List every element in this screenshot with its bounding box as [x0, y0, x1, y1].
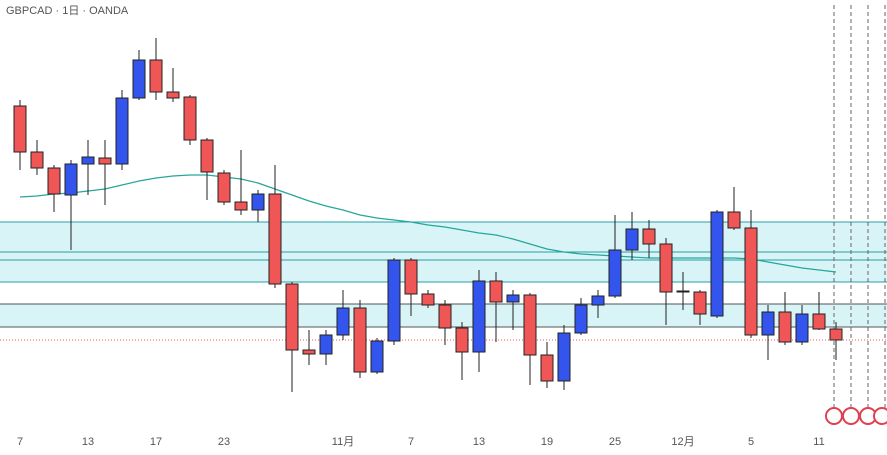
candle-body	[387, 259, 401, 342]
candle-body	[523, 294, 537, 356]
candle-body	[166, 91, 180, 99]
candle-body	[540, 354, 554, 382]
candle-body	[812, 313, 826, 330]
x-tick-label: 5	[748, 436, 754, 448]
candle-body	[98, 157, 112, 165]
candle-body	[489, 280, 503, 303]
candle-body	[200, 139, 214, 173]
candle-body	[132, 59, 146, 99]
candle-body	[183, 96, 197, 141]
candle-body	[710, 211, 724, 317]
candle-body	[268, 193, 282, 285]
candle-body	[472, 280, 486, 353]
candle-body	[302, 349, 316, 355]
candle-body	[115, 97, 129, 165]
x-tick-label: 7	[408, 436, 414, 448]
candle-body	[421, 293, 435, 306]
candle-body	[693, 291, 707, 315]
event-icon[interactable]	[842, 407, 860, 425]
candle-body	[336, 307, 350, 336]
candle-body	[795, 313, 809, 343]
candle-body	[149, 59, 163, 93]
candle-body	[285, 283, 299, 351]
future-markers	[825, 5, 887, 425]
candle-body	[557, 332, 571, 382]
x-tick-label: 12月	[671, 436, 694, 448]
candle-body	[642, 228, 656, 245]
candle-body	[404, 259, 418, 295]
candle-body	[829, 328, 843, 341]
candle-body	[353, 307, 367, 373]
x-tick-label: 19	[541, 436, 553, 448]
candle-body	[506, 294, 520, 303]
candle-body	[30, 151, 44, 169]
x-tick-label: 7	[17, 436, 23, 448]
candle-body	[13, 105, 27, 153]
candle-body	[625, 228, 639, 251]
moving-average	[19, 174, 837, 273]
candle-body	[319, 334, 333, 355]
candle-body	[761, 311, 775, 336]
x-tick-label: 11	[813, 436, 824, 448]
candle-body	[676, 290, 690, 293]
candle-body	[438, 304, 452, 329]
x-tick-label: 13	[82, 436, 94, 448]
candle-body	[574, 304, 588, 334]
x-tick-label: 25	[609, 436, 621, 448]
candle-body	[608, 249, 622, 297]
candle-body	[81, 156, 95, 165]
candle-body	[217, 172, 231, 203]
x-tick-label: 23	[218, 436, 230, 448]
event-icon[interactable]	[873, 407, 887, 425]
candle-body	[591, 295, 605, 306]
candle-body	[778, 311, 792, 343]
chart-title: GBPCAD · 1日 · OANDA	[6, 5, 129, 17]
x-tick-label: 11月	[332, 436, 354, 448]
candle-body	[455, 327, 469, 353]
x-tick-label: 13	[473, 436, 485, 448]
candle-body	[234, 201, 248, 211]
event-icon[interactable]	[825, 407, 843, 425]
candle-body	[659, 243, 673, 293]
candle-body	[47, 167, 61, 195]
candle-body	[370, 340, 384, 373]
candle-body	[744, 227, 758, 336]
candle-body	[251, 193, 265, 211]
candle-body	[64, 163, 78, 196]
candle-body	[727, 211, 741, 229]
x-tick-label: 17	[150, 436, 162, 448]
